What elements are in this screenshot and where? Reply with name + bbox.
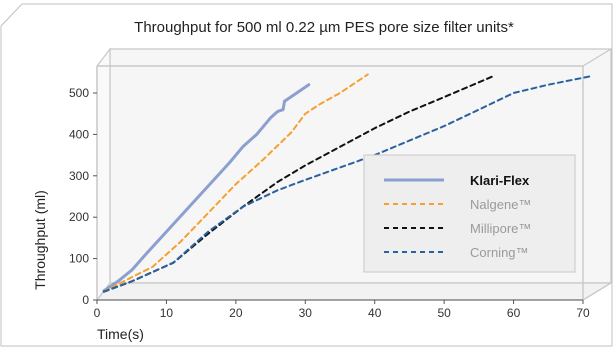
x-tick-label: 0 — [94, 306, 101, 320]
x-tick-label: 60 — [507, 306, 521, 320]
series-layer — [102, 73, 591, 293]
y-tick-label: 500 — [69, 86, 89, 100]
legend: Klari-Flex Nalgene™ Millipore™ Corning™ — [363, 154, 576, 273]
x-axis-ticks: 0 10 20 30 40 50 60 70 — [94, 300, 590, 320]
series-line-klari-flex — [102, 83, 311, 293]
x-tick-label: 10 — [160, 306, 174, 320]
y-axis-title: Throughput (ml) — [32, 190, 48, 290]
y-tick-label: 400 — [69, 127, 89, 141]
series-line-corning — [102, 75, 591, 293]
y-tick-label: 200 — [69, 210, 89, 224]
y-tick-label: 300 — [69, 169, 89, 183]
y-axis-ticks: 0 100 200 300 400 500 — [69, 86, 97, 307]
plot-bottom-right-depth — [582, 282, 612, 301]
x-tick-label: 40 — [368, 306, 382, 320]
legend-label-nalgene: Nalgene™ — [470, 197, 531, 212]
y-tick-label: 0 — [82, 293, 89, 307]
x-tick-label: 50 — [437, 306, 451, 320]
x-tick-label: 70 — [576, 306, 590, 320]
plot-left-wall — [96, 47, 111, 302]
legend-label-klari-flex: Klari-Flex — [470, 173, 530, 188]
legend-label-corning: Corning™ — [470, 245, 529, 260]
plot-floor — [95, 282, 613, 301]
series-line-nalgene — [102, 73, 369, 293]
y-tick-label: 100 — [69, 252, 89, 266]
legend-label-millipore: Millipore™ — [470, 221, 531, 236]
x-axis-title: Time(s) — [97, 326, 144, 342]
plot-top-right-depth — [582, 48, 612, 67]
legend-box — [363, 154, 576, 273]
x-tick-label: 30 — [299, 306, 313, 320]
chart-title: Throughput for 500 ml 0.22 µm PES pore s… — [134, 19, 514, 36]
x-tick-label: 20 — [229, 306, 243, 320]
